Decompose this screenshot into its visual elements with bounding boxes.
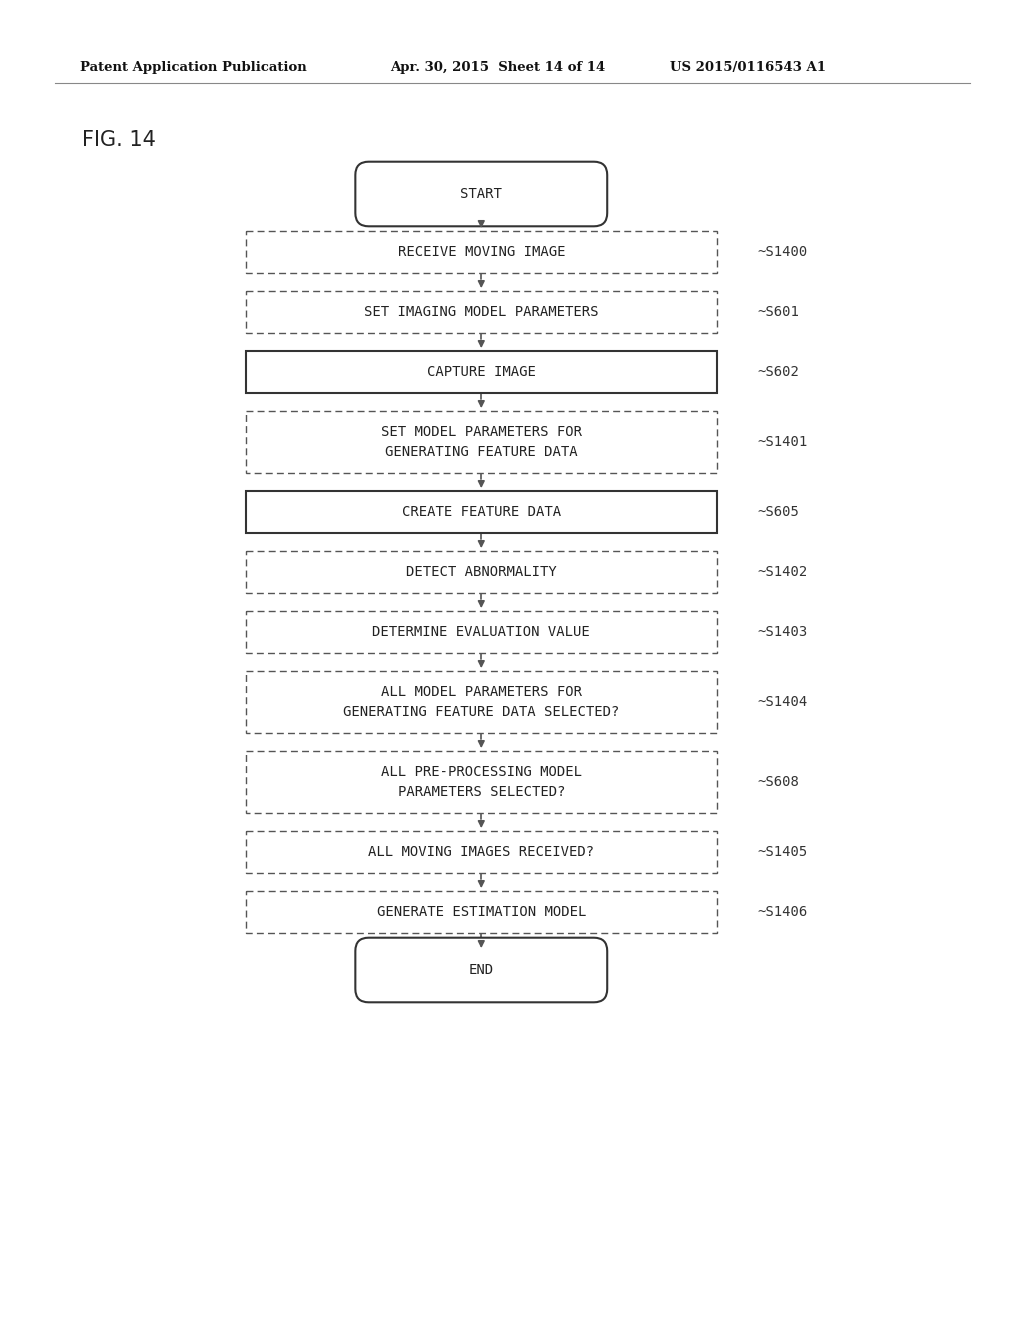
Text: ~S601: ~S601 xyxy=(758,305,800,319)
Bar xyxy=(246,290,717,333)
Text: ~S1403: ~S1403 xyxy=(758,624,808,639)
Bar xyxy=(246,751,717,813)
Text: ~S1402: ~S1402 xyxy=(758,565,808,579)
Bar xyxy=(246,891,717,933)
Text: ~S1405: ~S1405 xyxy=(758,845,808,859)
Text: CREATE FEATURE DATA: CREATE FEATURE DATA xyxy=(401,506,561,519)
Text: DETECT ABNORMALITY: DETECT ABNORMALITY xyxy=(406,565,557,579)
Text: ~S605: ~S605 xyxy=(758,506,800,519)
Text: END: END xyxy=(469,964,494,977)
Text: GENERATE ESTIMATION MODEL: GENERATE ESTIMATION MODEL xyxy=(377,906,586,919)
Text: ALL MODEL PARAMETERS FOR
GENERATING FEATURE DATA SELECTED?: ALL MODEL PARAMETERS FOR GENERATING FEAT… xyxy=(343,685,620,719)
Text: RECEIVE MOVING IMAGE: RECEIVE MOVING IMAGE xyxy=(397,246,565,259)
Text: FIG. 14: FIG. 14 xyxy=(82,129,156,150)
Text: SET IMAGING MODEL PARAMETERS: SET IMAGING MODEL PARAMETERS xyxy=(364,305,599,319)
Text: DETERMINE EVALUATION VALUE: DETERMINE EVALUATION VALUE xyxy=(373,624,590,639)
Text: ~S1400: ~S1400 xyxy=(758,246,808,259)
Bar xyxy=(246,491,717,533)
Bar xyxy=(246,832,717,873)
Text: ~S1406: ~S1406 xyxy=(758,906,808,919)
Bar xyxy=(246,411,717,473)
Text: SET MODEL PARAMETERS FOR
GENERATING FEATURE DATA: SET MODEL PARAMETERS FOR GENERATING FEAT… xyxy=(381,425,582,459)
Text: Patent Application Publication: Patent Application Publication xyxy=(80,62,307,74)
Text: Apr. 30, 2015  Sheet 14 of 14: Apr. 30, 2015 Sheet 14 of 14 xyxy=(390,62,605,74)
Text: US 2015/0116543 A1: US 2015/0116543 A1 xyxy=(670,62,826,74)
Text: ~S1401: ~S1401 xyxy=(758,436,808,449)
Text: CAPTURE IMAGE: CAPTURE IMAGE xyxy=(427,366,536,379)
Text: ~S602: ~S602 xyxy=(758,366,800,379)
Text: START: START xyxy=(461,187,502,201)
Bar xyxy=(246,231,717,273)
Text: ~S1404: ~S1404 xyxy=(758,696,808,709)
Bar xyxy=(246,611,717,653)
Text: ~S608: ~S608 xyxy=(758,775,800,789)
Text: ALL PRE-PROCESSING MODEL
PARAMETERS SELECTED?: ALL PRE-PROCESSING MODEL PARAMETERS SELE… xyxy=(381,766,582,799)
Bar xyxy=(246,550,717,593)
FancyBboxPatch shape xyxy=(355,162,607,226)
Bar xyxy=(246,351,717,393)
FancyBboxPatch shape xyxy=(355,937,607,1002)
Text: ALL MOVING IMAGES RECEIVED?: ALL MOVING IMAGES RECEIVED? xyxy=(369,845,594,859)
Bar xyxy=(246,671,717,733)
